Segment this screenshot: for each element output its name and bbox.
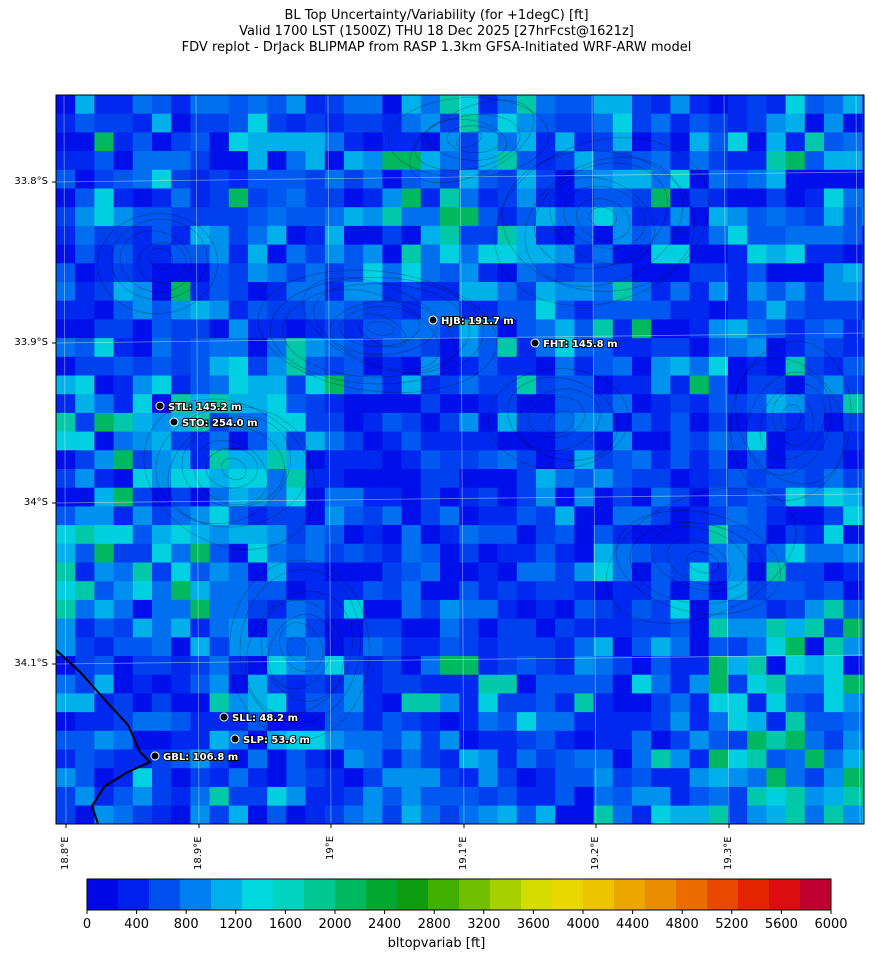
terrain-contours — [97, 97, 852, 741]
lat-label: 34°S — [23, 497, 48, 508]
station-label-slp: SLP: 53.6 m — [243, 735, 310, 746]
colorbar-swatch — [676, 879, 708, 910]
lon-ticks — [65, 824, 730, 828]
lon-label: 19.2°E — [590, 836, 601, 870]
colorbar-tick-label: 1200 — [219, 917, 253, 932]
colorbar-swatch — [149, 879, 181, 910]
station-marker-sto — [169, 417, 179, 427]
station-label-stl: STL: 145.2 m — [168, 402, 241, 413]
title-line-3: FDV replot - DrJack BLIPMAP from RASP 1.… — [181, 40, 692, 55]
colorbar-tick-label: 6000 — [814, 917, 848, 932]
coastline — [56, 649, 152, 824]
colorbar-swatch — [428, 879, 460, 910]
title-line-2: Valid 1700 LST (1500Z) THU 18 Dec 2025 [… — [239, 24, 634, 39]
lon-label: 19.1°E — [458, 836, 469, 870]
station-marker-stl — [155, 401, 165, 411]
colorbar-tick-label: 800 — [173, 917, 199, 932]
station-label-sll: SLL: 48.2 m — [232, 713, 298, 724]
colorbar-tick-label: 400 — [124, 917, 150, 932]
colorbar-tick-label: 5200 — [715, 917, 749, 932]
colorbar-swatch — [614, 879, 646, 910]
lat-label: 33.9°S — [14, 337, 48, 348]
colorbar-swatch — [490, 879, 522, 910]
lon-label: 18.8°E — [60, 836, 71, 870]
colorbar-tick-label: 5600 — [764, 917, 798, 932]
colorbar-tick-label: 4800 — [665, 917, 699, 932]
colorbar-swatch — [552, 879, 584, 910]
colorbar-tick-label: 4400 — [616, 917, 650, 932]
colorbar-swatch — [273, 879, 305, 910]
colorbar-swatch — [118, 879, 150, 910]
colorbar-swatch — [242, 879, 274, 910]
colorbar-tick-label: 2000 — [318, 917, 352, 932]
station-marker-fht — [530, 338, 540, 348]
colorbar-swatch — [304, 879, 336, 910]
colorbar — [87, 879, 832, 910]
title-line-1: BL Top Uncertainty/Variability (for +1de… — [284, 8, 589, 23]
colorbar-swatch — [397, 879, 429, 910]
colorbar-swatch — [459, 879, 491, 910]
colorbar-tick-label: 3200 — [467, 917, 501, 932]
station-label-gbl: GBL: 106.8 m — [163, 752, 238, 763]
variability-raster — [56, 95, 864, 824]
colorbar-swatch — [335, 879, 367, 910]
colorbar-label: bltopvariab [ft] — [387, 936, 486, 951]
colorbar-tick-label: 0 — [82, 917, 92, 932]
station-marker-gbl — [150, 751, 160, 761]
colorbar-tick-label: 2800 — [417, 917, 451, 932]
station-label-hjb: HJB: 191.7 m — [441, 316, 514, 327]
lat-ticks — [52, 181, 56, 665]
graticule — [56, 95, 864, 824]
lon-label: 19°E — [325, 835, 336, 860]
lat-label: 33.8°S — [14, 176, 48, 187]
station-marker-sll — [219, 712, 229, 722]
colorbar-swatch — [800, 879, 832, 910]
colorbar-swatch — [521, 879, 553, 910]
colorbar-swatch — [87, 879, 119, 910]
colorbar-swatch — [738, 879, 770, 910]
station-label-fht: FHT: 145.8 m — [543, 339, 618, 350]
station-markers: HJB: 191.7 m FHT: 145.8 m STL: 145.2 m STO:… — [150, 315, 619, 764]
colorbar-swatch — [583, 879, 615, 910]
colorbar-swatch — [707, 879, 739, 910]
map-frame — [55, 94, 865, 825]
colorbar-swatch — [366, 879, 398, 910]
lat-label: 34.1°S — [14, 658, 48, 669]
station-marker-slp — [230, 734, 240, 744]
colorbar-swatch — [769, 879, 801, 910]
lon-label: 19.3°E — [723, 836, 734, 870]
colorbar-tick-label: 4000 — [566, 917, 600, 932]
colorbar-tick-label: 2400 — [368, 917, 402, 932]
lon-label: 18.9°E — [193, 836, 204, 870]
colorbar-swatch — [645, 879, 677, 910]
colorbar-swatch — [180, 879, 212, 910]
station-marker-hjb — [428, 315, 438, 325]
station-label-sto: STO: 254.0 m — [182, 418, 258, 429]
colorbar-tick-label: 1600 — [268, 917, 302, 932]
colorbar-swatch — [211, 879, 243, 910]
colorbar-tick-label: 3600 — [516, 917, 550, 932]
